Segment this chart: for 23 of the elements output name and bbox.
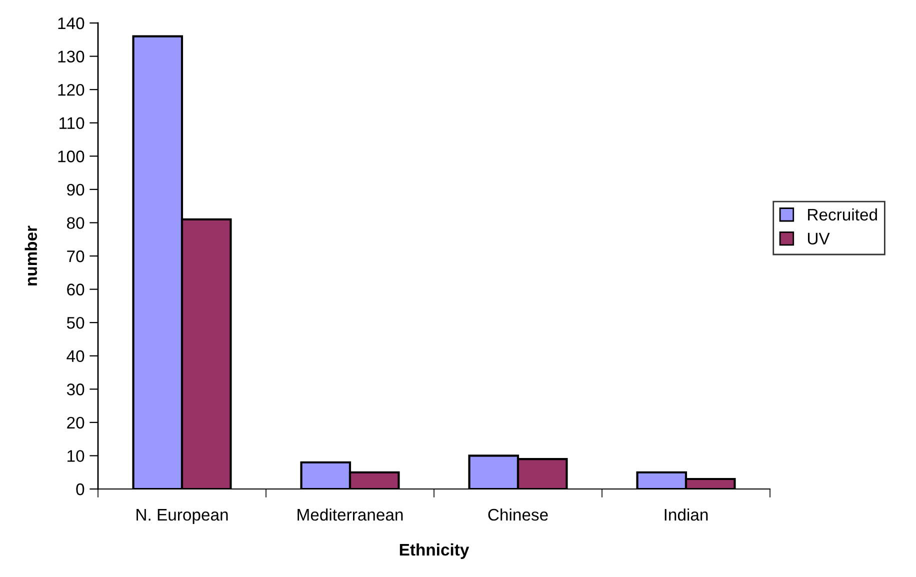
y-tick-label: 30 (66, 384, 84, 396)
y-tick-label: 100 (58, 150, 84, 162)
y-tick-label: 110 (60, 117, 84, 130)
x-tick-label: N. European (136, 509, 228, 524)
x-tick-label: Indian (664, 508, 708, 521)
y-tick-label: 70 (67, 250, 84, 262)
x-axis-title: Ethnicity (400, 543, 470, 559)
y-tick-label: 10 (68, 450, 84, 462)
y-tick-label: 40 (66, 350, 84, 362)
y-tick-label: 20 (67, 416, 84, 429)
legend-label: Recruited (808, 208, 877, 221)
legend-label: UV (808, 232, 830, 245)
y-tick-label: 60 (67, 284, 84, 296)
y-tick-label: 0 (76, 483, 84, 496)
y-tick-label: 80 (66, 217, 84, 229)
x-tick-label: Chinese (488, 508, 548, 521)
y-tick-label: 130 (58, 50, 84, 62)
y-tick-label: 120 (58, 84, 84, 96)
y-axis-title: number (24, 226, 38, 286)
x-tick-label: Mediterranean (298, 508, 403, 521)
y-tick-label: 140 (58, 17, 84, 30)
y-tick-label: 90 (67, 184, 84, 196)
y-tick-label: 50 (66, 316, 84, 329)
